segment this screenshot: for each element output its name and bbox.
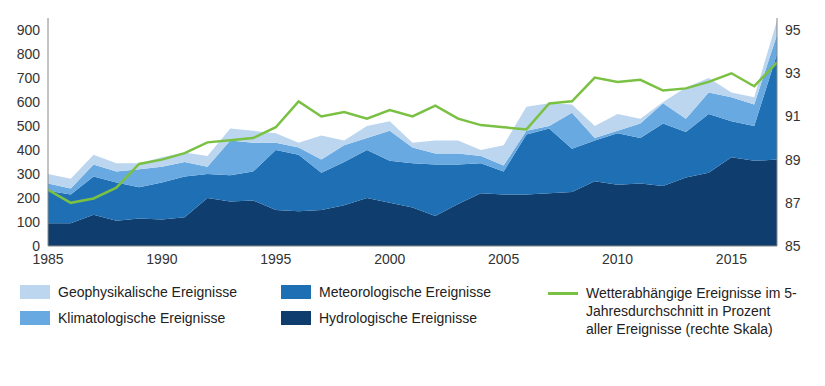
svg-text:500: 500 (17, 118, 41, 134)
svg-text:600: 600 (17, 94, 41, 110)
svg-text:85: 85 (785, 238, 801, 254)
svg-text:2000: 2000 (374, 251, 405, 267)
svg-text:95: 95 (785, 22, 801, 38)
svg-text:100: 100 (17, 214, 41, 230)
svg-text:1985: 1985 (32, 250, 64, 267)
svg-text:0: 0 (32, 238, 40, 254)
svg-text:400: 400 (17, 142, 41, 158)
svg-text:1990: 1990 (146, 251, 177, 267)
svg-text:2015: 2015 (716, 251, 747, 267)
svg-text:900: 900 (17, 22, 41, 38)
svg-text:93: 93 (785, 65, 801, 81)
svg-text:800: 800 (17, 46, 41, 62)
svg-text:1995: 1995 (260, 251, 291, 267)
svg-text:91: 91 (785, 108, 801, 124)
html-text:Geophysikalische Ereignisse: Geophysikalische Ereignisse (58, 284, 237, 300)
html-text:Meteorologische Ereignisse: Meteorologische Ereignisse (319, 284, 491, 300)
svg-text:300: 300 (17, 166, 41, 182)
svg-text:2005: 2005 (488, 251, 519, 267)
html-text:Hydrologische Ereignisse: Hydrologische Ereignisse (319, 310, 477, 326)
html-text:Wetterabhängige Ereignisse im: Wetterabhängige Ereignisse im 5-Jahresdu… (586, 285, 797, 337)
svg-text:2010: 2010 (602, 251, 633, 267)
svg-text:89: 89 (785, 152, 801, 168)
svg-text:87: 87 (785, 195, 801, 211)
svg-text:700: 700 (17, 70, 41, 86)
svg-text:200: 200 (17, 190, 41, 206)
html-text:Klimatologische Ereignisse: Klimatologische Ereignisse (58, 310, 226, 326)
